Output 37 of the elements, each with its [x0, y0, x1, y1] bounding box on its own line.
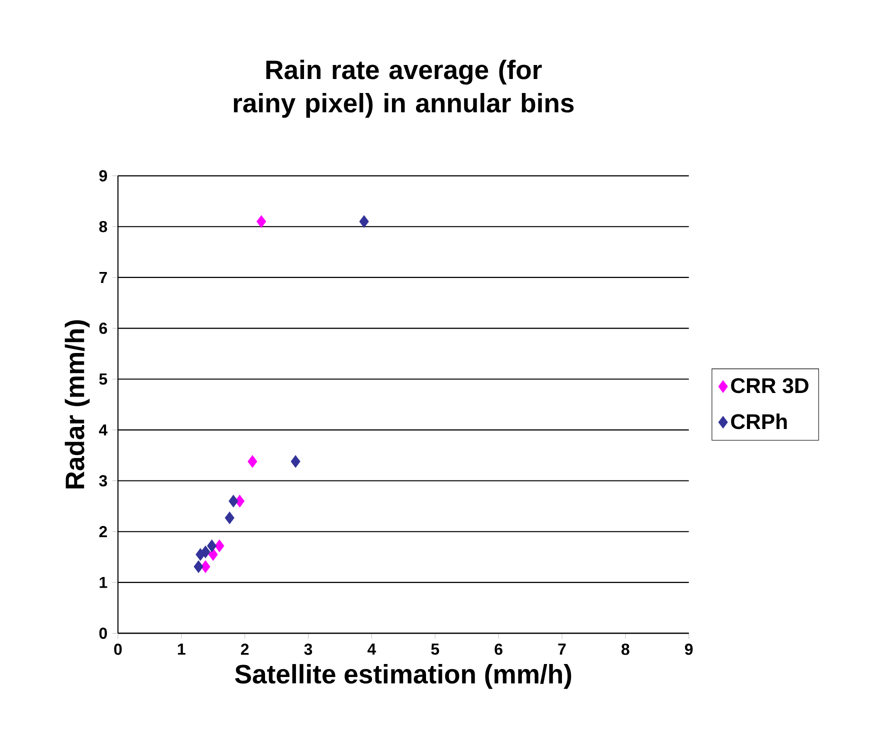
- y-tick-label: 1: [100, 576, 108, 588]
- point: [200, 560, 210, 573]
- y-tick-label: 8: [99, 220, 108, 232]
- x-tick-label: 3: [304, 644, 312, 655]
- point: [194, 560, 204, 573]
- x-tick-label: 2: [240, 644, 249, 655]
- point: [248, 455, 258, 468]
- y-axis-title: Radar (mm/h): [64, 320, 90, 488]
- y-tick-label: 2: [99, 526, 107, 538]
- y-tick-label: 4: [98, 424, 108, 436]
- y-tick-label: 7: [99, 272, 107, 283]
- y-tick-label: 0: [99, 628, 107, 639]
- point: [290, 455, 300, 468]
- y-tick-label: 3: [99, 475, 108, 486]
- point: [208, 548, 218, 561]
- x-tick-label: 1: [178, 644, 186, 654]
- point: [228, 494, 238, 508]
- x-tick-label: 4: [368, 644, 376, 654]
- y-tick-label: 9: [99, 170, 107, 182]
- legend-label: CRPh: [731, 413, 787, 430]
- point: [256, 215, 266, 228]
- chart-title: Rain rate average (for rainy pixel) in annular bins: [234, 60, 574, 118]
- x-tick-label: 5: [431, 644, 440, 655]
- point: [214, 539, 224, 552]
- x-tick-label: 9: [684, 644, 693, 655]
- x-axis-title: Satellite estimation (mm/h): [235, 664, 572, 689]
- x-tick-label: 8: [621, 644, 630, 655]
- y-tick-label: 5: [99, 373, 108, 385]
- y-tick-label: 6: [99, 322, 108, 334]
- point: [359, 215, 369, 228]
- x-tick-label: 6: [494, 644, 502, 655]
- x-tick-label: 7: [558, 644, 566, 654]
- x-tick-label: 0: [114, 644, 122, 655]
- point: [224, 512, 234, 524]
- point: [196, 548, 206, 561]
- legend-label: CRR 3D: [731, 378, 808, 394]
- point: [207, 539, 217, 552]
